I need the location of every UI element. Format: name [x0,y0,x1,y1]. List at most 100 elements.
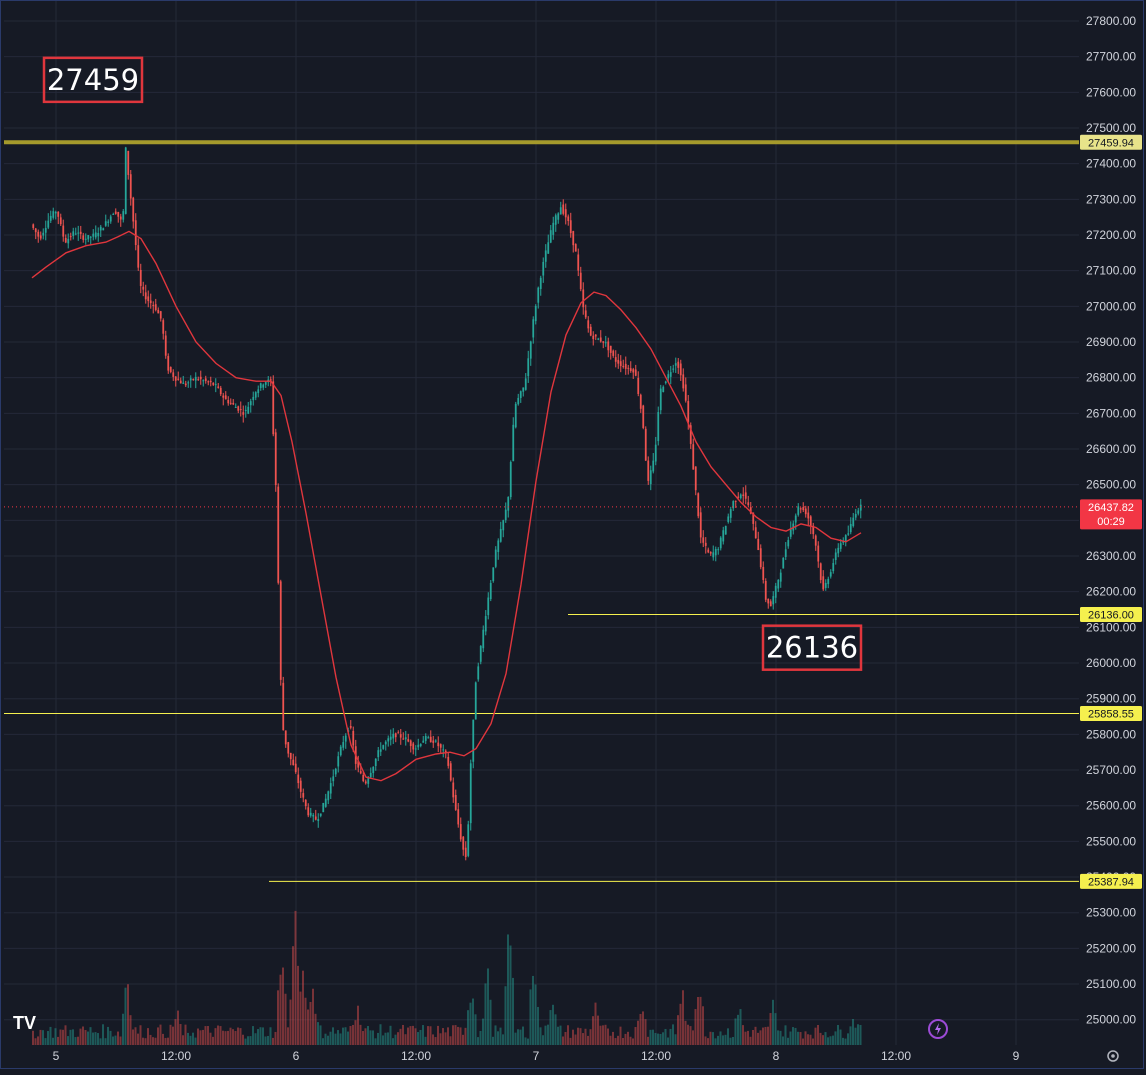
level-tag-box [1080,134,1142,150]
moving-average [31,230,862,782]
volume-bar [389,1025,392,1045]
volume-bar [94,1032,97,1045]
candle-body [412,743,415,750]
volume-bar [294,910,297,1045]
candles [32,146,862,861]
price-tick-label: 26200.00 [1086,585,1136,599]
time-axis[interactable]: 5 12:00 6 12:00 7 12:00 8 12:00 9 [53,1049,1020,1063]
volume-bar [732,1036,734,1045]
candle-body [437,742,440,747]
candle-body [769,601,772,607]
candle-body [657,412,660,442]
volume-bar [612,1031,614,1045]
candle-body [97,232,100,237]
volume-bar [232,1029,234,1045]
volume-bar [467,1010,469,1045]
volume-bar [614,1038,617,1045]
candle-body [204,378,207,382]
candle-body [477,666,480,680]
tradingview-logo-text[interactable]: TV [13,1013,36,1033]
candle-body [859,504,862,511]
volume-bar [552,1004,554,1045]
candle-body [119,216,122,220]
time-tick-label: 7 [533,1049,540,1063]
volume-bar [602,1025,604,1045]
level-tag-box [1080,607,1142,623]
candle-body [782,557,785,569]
volume-bar [627,1031,629,1045]
candle-body [214,384,217,386]
volume-bar [802,1038,804,1045]
volume-bar [62,1029,64,1045]
price-callouts[interactable]: 27459 26136 [42,56,863,671]
volume-bar [414,1028,417,1045]
price-tick-label: 25700.00 [1086,763,1136,777]
volume-bar [332,1027,334,1045]
candle-body [169,367,172,372]
callout-box[interactable] [42,56,144,104]
volume-bar [277,990,279,1045]
callout-label: 27459 [47,63,139,97]
level-tag-label: 25858.55 [1088,708,1134,720]
volume-bar [342,1027,344,1045]
candle-body [264,382,267,385]
gear-icon[interactable] [1107,1050,1119,1062]
candle-body [364,781,367,784]
candle-body [599,337,602,342]
volume-bar [489,999,492,1045]
volume-bar [837,1024,839,1045]
volume-bar [219,1026,222,1045]
tradingview-logo[interactable]: TV [13,1013,36,1033]
candle-body [194,376,197,381]
candle-body [239,409,242,411]
candle-body [584,310,587,318]
candle-body [807,512,810,519]
volume-bar [629,1036,632,1045]
candle-body [62,225,65,237]
price-tick-label: 27700.00 [1086,50,1136,64]
volume-bar [834,1031,837,1045]
price-tick-label: 27400.00 [1086,157,1136,171]
candle-body [677,361,680,368]
candle-body [107,221,110,223]
price-axis[interactable]: 27800.00 27700.00 27600.00 27500.00 27400.00… [1086,14,1136,1027]
volume-bar [72,1029,74,1045]
volume-bar [714,1038,717,1045]
volume-bar [104,1038,107,1045]
volume-bar [684,1020,687,1045]
callout-box[interactable] [761,624,863,671]
volume-bar [719,1031,722,1045]
candle-body [357,761,360,768]
candle-body [234,406,237,408]
candle-body [564,209,567,218]
volume-bar [497,1031,499,1045]
volume-bar [642,1011,644,1045]
candle-body [439,744,442,748]
price-tick-label: 26800.00 [1086,371,1136,385]
candle-body [457,809,460,825]
candle-body [659,388,662,411]
candle-body [152,305,155,307]
volume-bar [564,1031,567,1045]
volume-bar [139,1025,142,1045]
horizontal-levels[interactable] [4,140,1079,882]
price-tick-label: 25900.00 [1086,692,1136,706]
candle-body [319,813,322,816]
volume-bar [327,1035,329,1045]
candle-body [452,782,455,798]
price-tick-label: 25600.00 [1086,799,1136,813]
volume-bar [547,1024,549,1045]
volume-bar [329,1031,332,1045]
candle-body [592,335,595,340]
lightning-icon[interactable] [928,1019,948,1039]
volume-bar [504,986,507,1045]
candle-body [629,368,632,371]
volume-bar [187,1032,189,1045]
volume-bar [654,1032,657,1045]
volume-bar [697,997,699,1045]
candle-body [147,296,150,302]
volume-bar [532,975,534,1045]
candle-body [812,525,815,535]
volume-bar [77,1036,79,1045]
